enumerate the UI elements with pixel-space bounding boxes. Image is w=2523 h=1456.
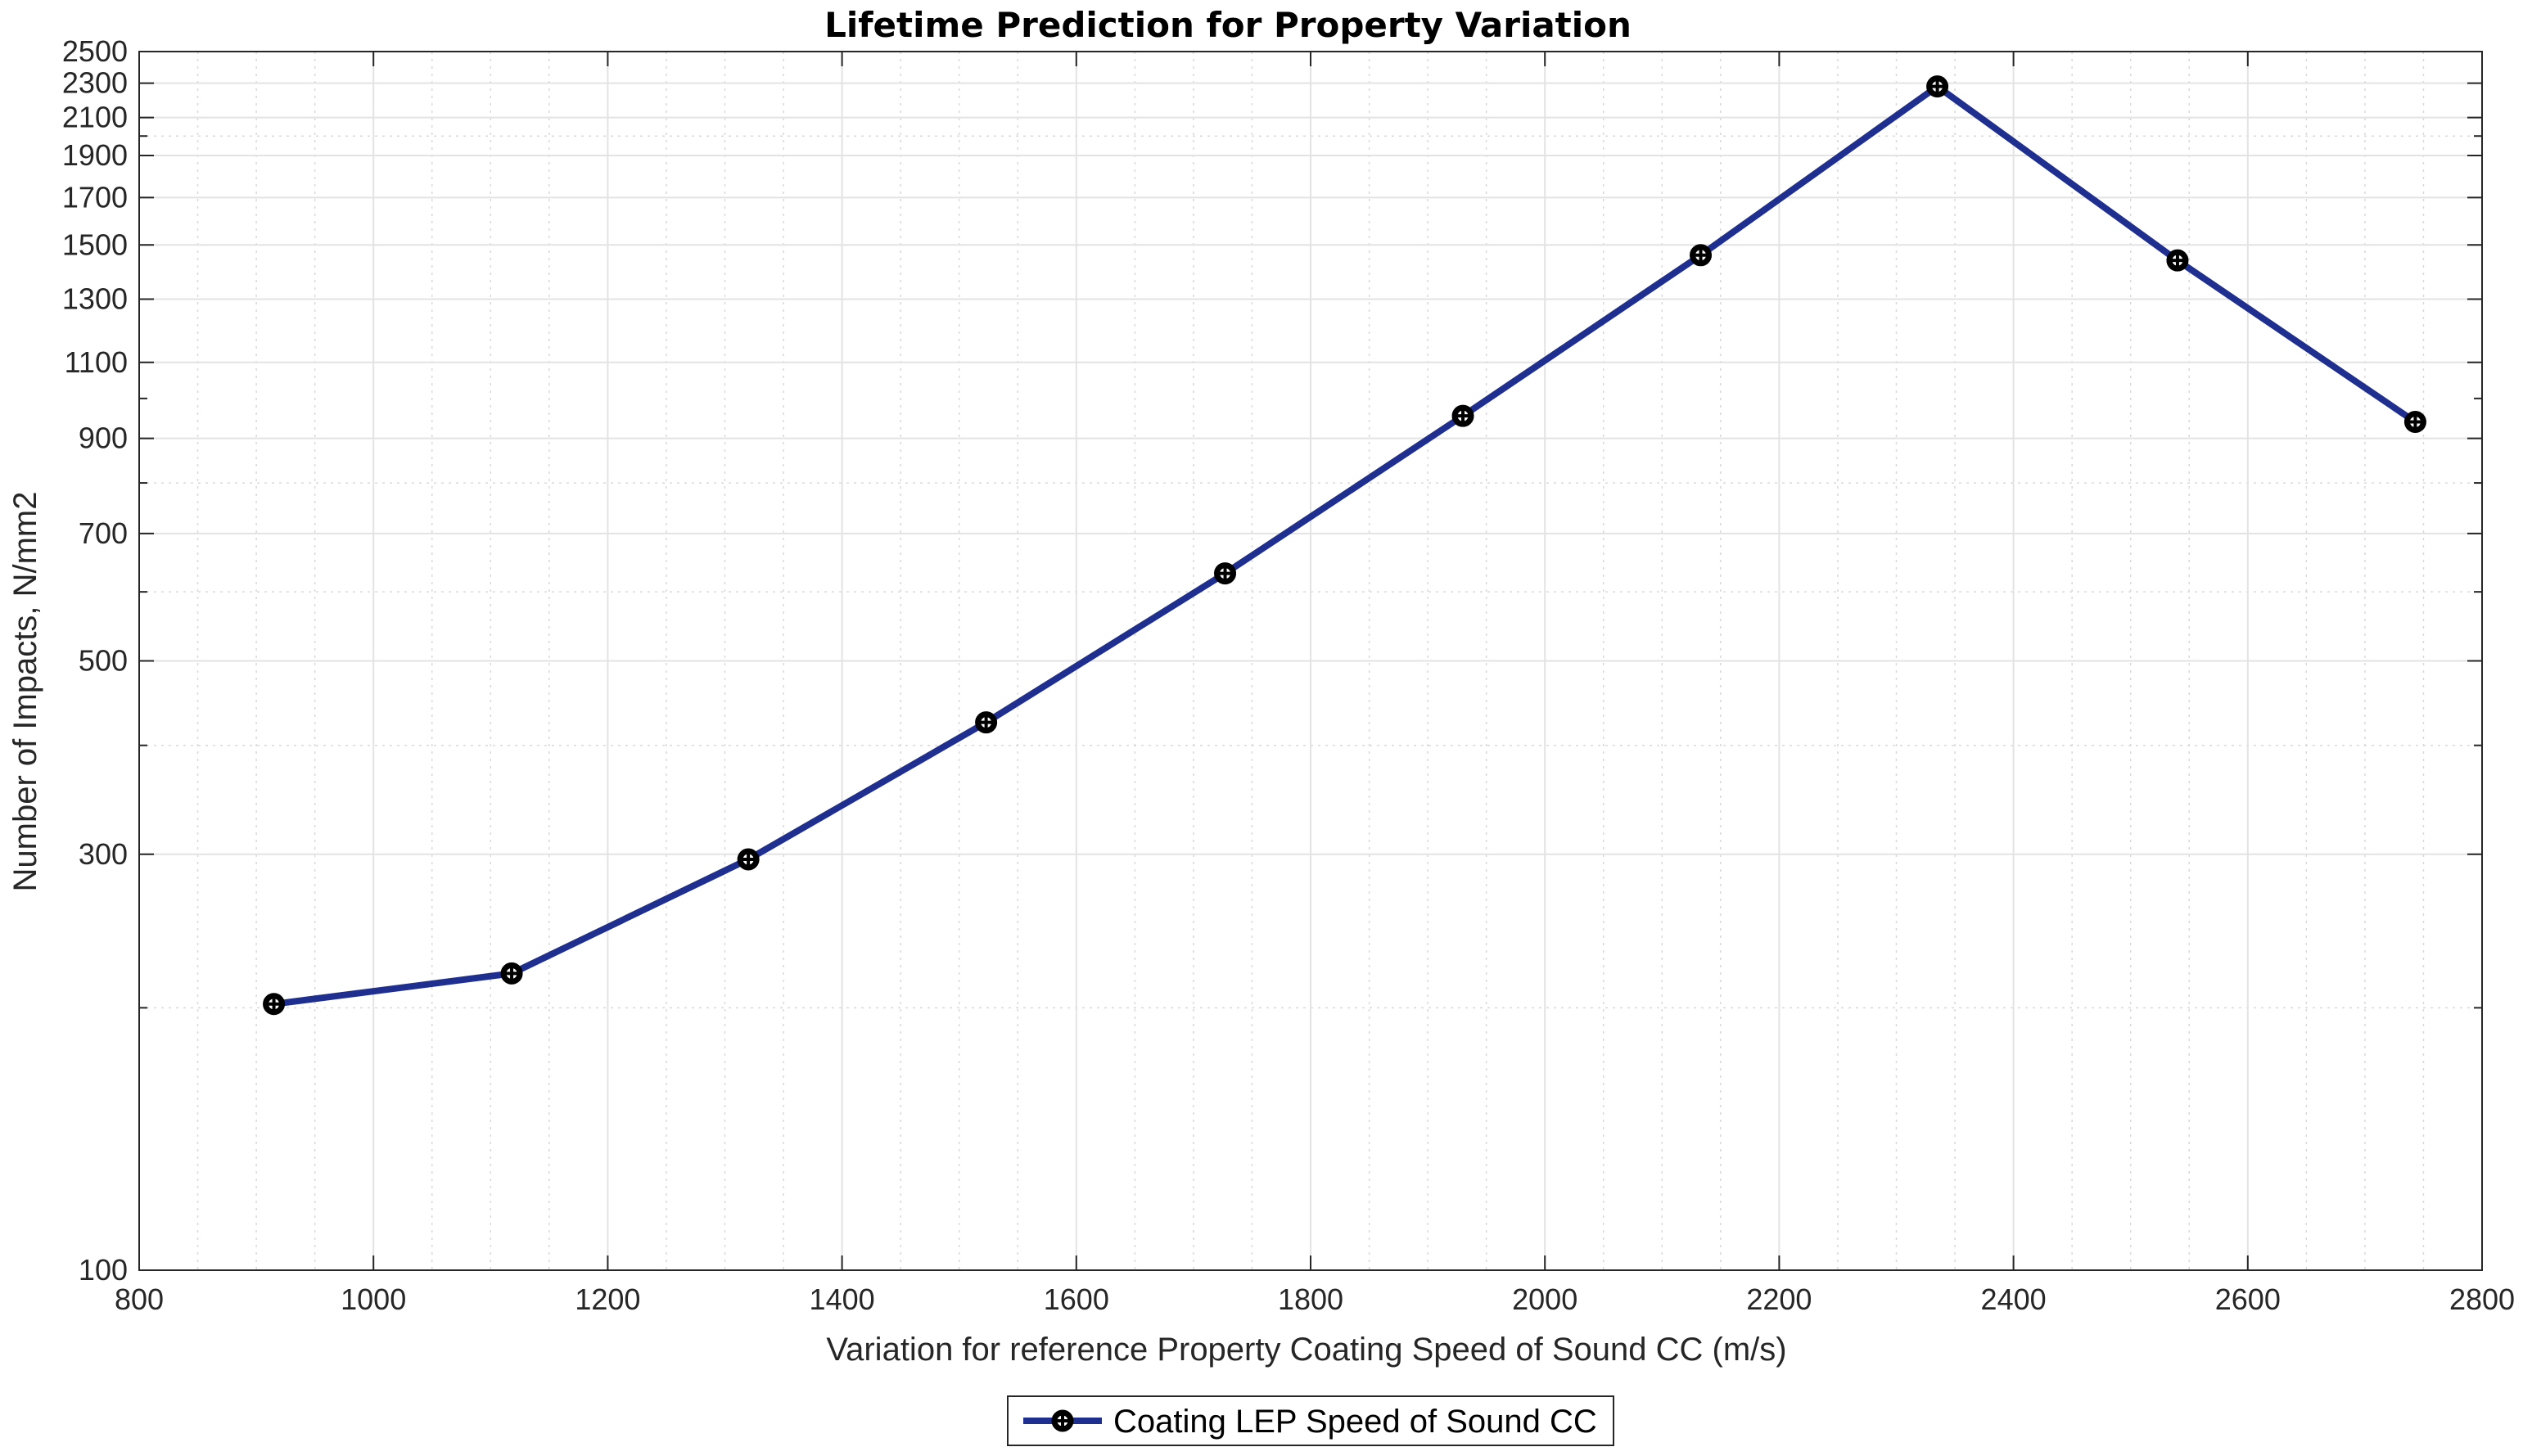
legend-marker: [1051, 1409, 1074, 1432]
y-tick-label: 500: [79, 644, 128, 678]
x-tick-label: 2600: [2215, 1282, 2281, 1316]
data-point: [1690, 244, 1713, 267]
data-point: [1214, 562, 1237, 585]
x-tick-label: 2000: [1512, 1282, 1577, 1316]
x-axis-label: Variation for reference Property Coating…: [826, 1332, 1786, 1368]
x-tick-label: 1600: [1044, 1282, 1109, 1316]
chart-title: Lifetime Prediction for Property Variati…: [824, 5, 1632, 45]
axis-ticks: [138, 51, 2483, 1271]
x-tick-label: 2400: [1981, 1282, 2047, 1316]
data-point: [1051, 1409, 1074, 1432]
data-point: [2403, 410, 2426, 433]
data-point: [1926, 75, 1949, 98]
x-tick-label: 1000: [341, 1282, 406, 1316]
series-layer: [263, 75, 2426, 1016]
data-point: [975, 711, 998, 734]
legend-label: Coating LEP Speed of Sound CC: [1113, 1404, 1597, 1440]
y-tick-label: 1500: [62, 228, 128, 261]
x-tick-label: 1200: [575, 1282, 640, 1316]
x-tick-label: 800: [115, 1282, 164, 1316]
y-tick-label: 900: [79, 421, 128, 455]
major-grid: [139, 52, 2482, 1270]
legend-box: [1007, 1395, 1614, 1446]
series-line: [270, 83, 2419, 1007]
x-tick-label: 1800: [1278, 1282, 1343, 1316]
x-tick-label: 2200: [1746, 1282, 1812, 1316]
x-tick-labels: 800 1000 1200 1400 1600 1800 2000 2200 2400 2600 2…: [115, 1282, 2515, 1316]
legend: Coating LEP Speed of Sound CC: [1007, 1395, 1614, 1446]
data-point: [500, 962, 523, 985]
y-tick-label: 1900: [62, 138, 128, 172]
y-tick-label: 100: [79, 1253, 128, 1287]
y-tick-label: 1100: [65, 345, 128, 379]
y-tick-label: 2300: [62, 66, 128, 100]
data-point: [1451, 404, 1474, 427]
data-point: [2166, 249, 2189, 272]
y-axis-label: Number of Impacts, N/mm2: [7, 491, 43, 891]
y-tick-label: 700: [79, 516, 128, 550]
data-point: [737, 848, 760, 871]
y-tick-label: 1300: [62, 282, 128, 315]
y-tick-label: 300: [79, 837, 128, 871]
x-tick-label: 2800: [2449, 1282, 2515, 1316]
data-point: [263, 993, 286, 1016]
y-tick-label: 1700: [62, 180, 128, 214]
y-tick-labels: 1003005007009001100130015001700190021002…: [62, 34, 128, 1287]
y-tick-label: 2100: [62, 101, 128, 134]
x-tick-label: 1400: [810, 1282, 875, 1316]
y-tick-label: 2500: [62, 34, 128, 68]
